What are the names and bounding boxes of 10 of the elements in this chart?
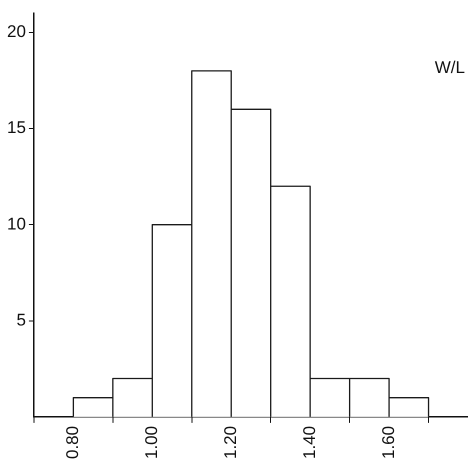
y-tick-label: 15 (6, 118, 26, 138)
y-tick-label: 5 (16, 310, 26, 330)
x-tick-label: 1.40 (300, 426, 319, 460)
x-tick-label: 1.00 (142, 426, 161, 460)
y-tick-label: 10 (6, 214, 26, 234)
x-tick-label: 1.20 (220, 426, 240, 460)
x-tick-label: 1.60 (378, 426, 398, 460)
y-tick-label: 20 (6, 22, 26, 42)
x-tick-label: 0.80 (63, 426, 82, 460)
annotation: W/L (434, 58, 465, 77)
